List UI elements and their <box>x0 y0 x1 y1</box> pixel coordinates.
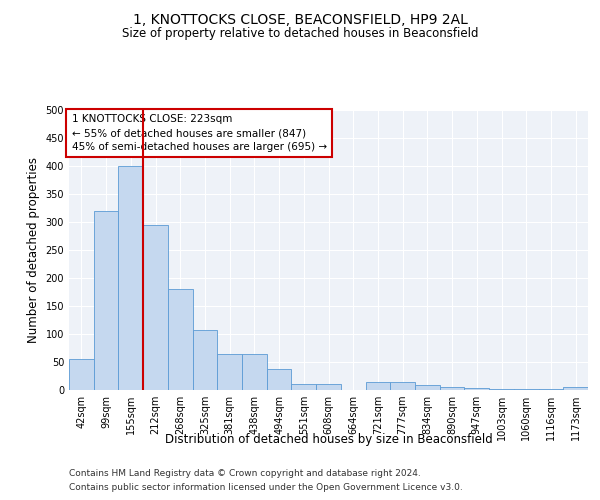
Bar <box>69 359 94 390</box>
Text: Distribution of detached houses by size in Beaconsfield: Distribution of detached houses by size … <box>165 432 493 446</box>
Bar <box>440 387 464 390</box>
Bar <box>193 330 217 390</box>
Bar <box>217 354 242 390</box>
Text: Contains public sector information licensed under the Open Government Licence v3: Contains public sector information licen… <box>69 484 463 492</box>
Bar <box>118 166 143 390</box>
Bar <box>415 385 440 390</box>
Bar <box>143 225 168 390</box>
Y-axis label: Number of detached properties: Number of detached properties <box>27 157 40 343</box>
Bar <box>316 384 341 390</box>
Text: Size of property relative to detached houses in Beaconsfield: Size of property relative to detached ho… <box>122 28 478 40</box>
Bar <box>94 211 118 390</box>
Bar <box>168 289 193 390</box>
Bar <box>267 370 292 390</box>
Text: 1, KNOTTOCKS CLOSE, BEACONSFIELD, HP9 2AL: 1, KNOTTOCKS CLOSE, BEACONSFIELD, HP9 2A… <box>133 12 467 26</box>
Bar <box>242 354 267 390</box>
Bar <box>292 384 316 390</box>
Text: Contains HM Land Registry data © Crown copyright and database right 2024.: Contains HM Land Registry data © Crown c… <box>69 468 421 477</box>
Bar <box>563 387 588 390</box>
Bar <box>365 382 390 390</box>
Bar <box>464 388 489 390</box>
Bar <box>489 389 514 390</box>
Bar <box>390 382 415 390</box>
Text: 1 KNOTTOCKS CLOSE: 223sqm
← 55% of detached houses are smaller (847)
45% of semi: 1 KNOTTOCKS CLOSE: 223sqm ← 55% of detac… <box>71 114 327 152</box>
